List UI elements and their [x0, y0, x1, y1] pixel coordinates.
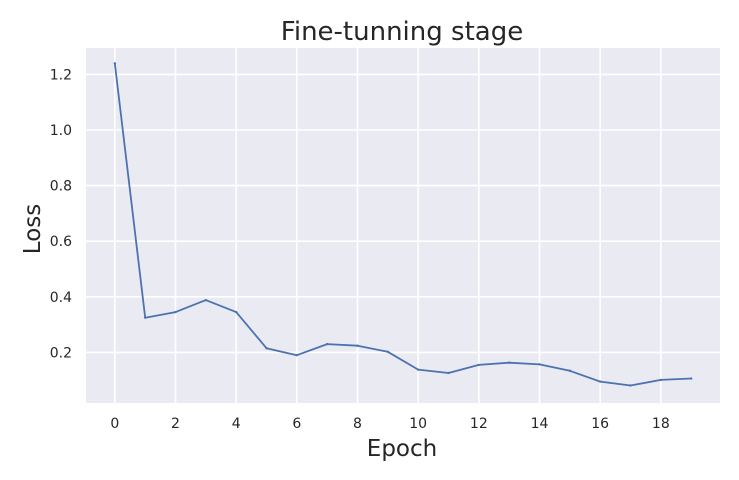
loss-point — [204, 298, 208, 302]
series-group — [113, 62, 693, 387]
x-tick-label: 4 — [232, 416, 241, 432]
loss-point — [356, 344, 359, 347]
y-axis-label: Loss — [20, 204, 46, 254]
x-tick-label: 12 — [470, 416, 488, 432]
grid-lines — [86, 48, 720, 403]
y-tick-label: 0.2 — [50, 345, 72, 361]
loss-point — [538, 363, 541, 366]
loss-point — [325, 342, 329, 346]
loss-point — [568, 369, 572, 372]
loss-point — [143, 316, 147, 319]
x-axis-label: Epoch — [367, 436, 437, 462]
x-tick-label: 16 — [591, 416, 609, 432]
y-tick-label: 0.8 — [50, 179, 72, 195]
y-tick-label: 1.2 — [50, 67, 72, 83]
loss-point — [507, 361, 511, 364]
x-tick-label: 2 — [171, 416, 180, 432]
x-tick-label: 6 — [292, 416, 301, 432]
loss-point — [689, 377, 693, 380]
loss-point — [659, 378, 663, 382]
loss-point — [598, 380, 602, 383]
x-tick-label: 0 — [110, 416, 119, 432]
plot-area — [86, 48, 720, 403]
loss-series-line — [113, 63, 692, 387]
x-tick-label: 18 — [652, 416, 670, 432]
loss-point — [386, 350, 390, 354]
loss-point — [113, 62, 117, 65]
loss-point — [295, 353, 299, 357]
loss-point — [447, 371, 450, 375]
loss-point — [629, 384, 632, 387]
loss-point — [265, 347, 268, 350]
loss-point — [174, 310, 177, 314]
x-tick-label: 8 — [353, 416, 362, 432]
loss-point — [477, 363, 481, 367]
loss-point — [416, 368, 420, 371]
x-axis-ticks: 0 2 4 6 8 10 12 14 16 18 — [110, 416, 669, 432]
x-tick-label: 14 — [531, 416, 549, 432]
y-tick-label: 0.4 — [50, 290, 72, 306]
x-tick-label: 10 — [409, 416, 427, 432]
y-tick-label: 1.0 — [50, 123, 72, 139]
y-axis-ticks: 0.2 0.4 0.6 0.8 1.0 1.2 — [50, 67, 72, 361]
chart-title: Fine-tunning stage — [281, 17, 523, 47]
y-tick-label: 0.6 — [50, 234, 72, 250]
loss-point — [234, 310, 238, 314]
